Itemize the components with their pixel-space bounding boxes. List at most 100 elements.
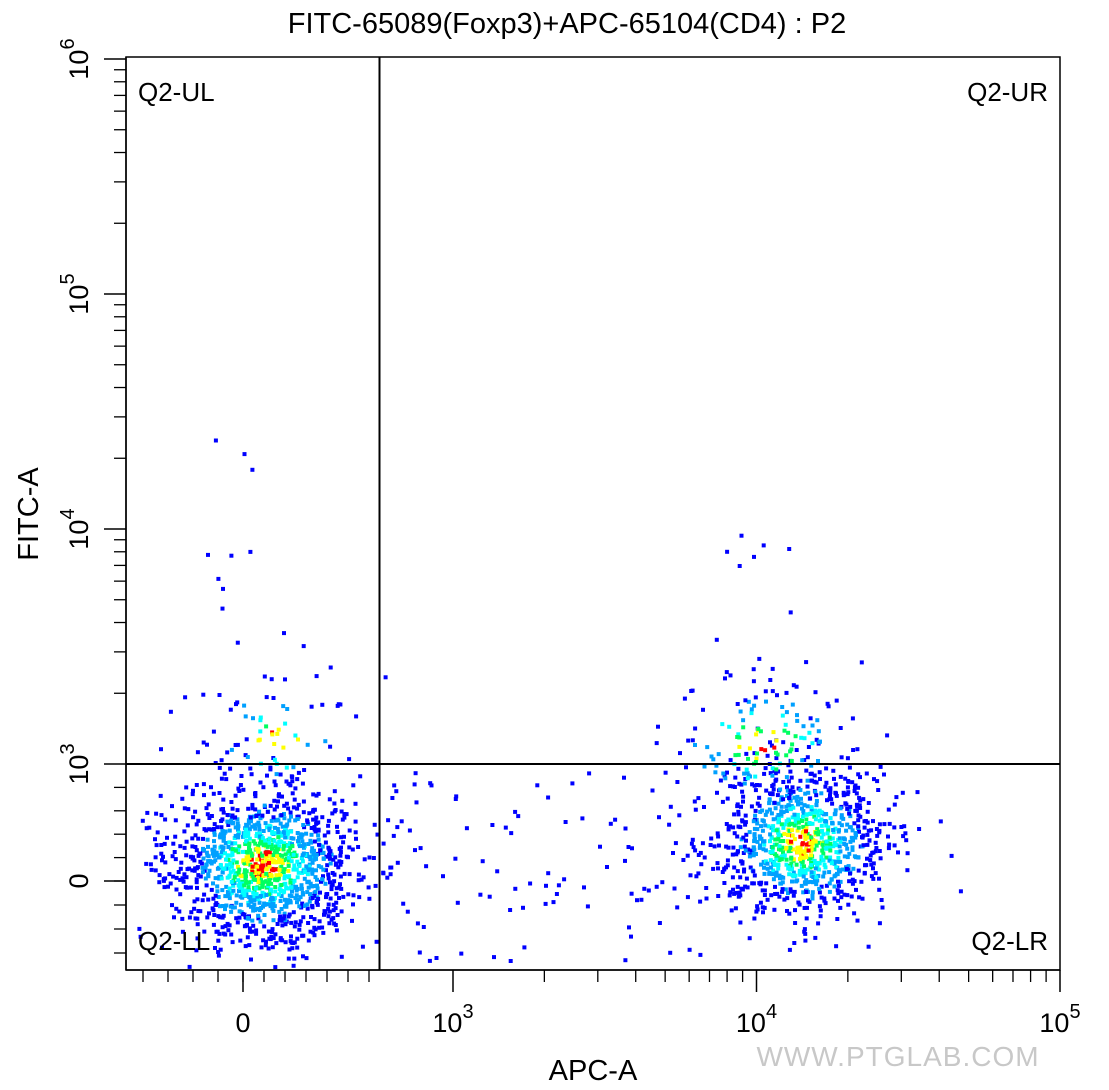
event-point xyxy=(279,864,284,869)
event-point xyxy=(775,891,780,896)
event-point xyxy=(854,833,858,838)
event-point xyxy=(801,890,806,895)
event-point xyxy=(247,926,252,931)
event-point xyxy=(587,771,592,776)
event-point xyxy=(821,851,826,856)
event-point xyxy=(180,796,185,801)
event-point xyxy=(630,846,634,851)
event-point xyxy=(354,714,359,719)
event-point xyxy=(356,878,361,883)
event-point xyxy=(258,873,263,878)
event-point xyxy=(735,884,740,889)
event-point xyxy=(832,896,837,901)
event-point xyxy=(834,842,839,847)
event-point xyxy=(229,879,234,884)
event-point xyxy=(737,564,742,568)
event-point xyxy=(878,856,883,861)
event-point xyxy=(256,843,261,848)
event-point xyxy=(255,875,260,880)
event-point xyxy=(248,929,253,934)
event-point xyxy=(731,887,735,892)
event-point xyxy=(342,871,347,876)
event-point xyxy=(312,839,317,844)
event-point xyxy=(212,822,217,827)
event-point xyxy=(314,674,319,679)
event-point xyxy=(832,776,836,781)
event-point xyxy=(428,781,433,786)
event-point xyxy=(338,850,343,854)
event-point xyxy=(738,845,743,850)
event-point xyxy=(243,915,248,920)
event-point xyxy=(786,779,791,784)
event-point xyxy=(205,853,210,858)
event-point xyxy=(245,850,250,855)
event-point xyxy=(725,796,730,801)
event-point xyxy=(274,873,279,878)
event-point xyxy=(190,836,195,841)
event-point xyxy=(771,730,776,735)
event-point xyxy=(269,677,274,682)
event-point xyxy=(744,832,749,837)
event-point xyxy=(308,855,313,860)
event-point xyxy=(299,883,304,888)
event-point xyxy=(814,799,819,803)
event-point xyxy=(273,932,278,937)
event-point xyxy=(815,827,820,832)
event-point xyxy=(808,771,813,776)
event-point xyxy=(769,835,774,840)
event-point xyxy=(170,804,174,809)
event-point xyxy=(230,852,235,857)
event-point xyxy=(284,901,289,906)
event-point xyxy=(211,881,215,886)
event-point xyxy=(847,765,852,770)
event-point xyxy=(735,869,740,874)
event-point xyxy=(811,871,816,875)
event-point xyxy=(801,812,806,817)
event-point xyxy=(823,819,828,823)
event-point xyxy=(366,885,371,890)
event-point xyxy=(726,845,731,850)
event-point xyxy=(847,811,852,816)
event-point xyxy=(838,859,843,864)
event-point xyxy=(236,878,241,883)
event-point xyxy=(233,833,238,838)
event-point xyxy=(480,859,485,864)
event-point xyxy=(264,850,269,855)
event-point xyxy=(282,914,287,919)
event-point xyxy=(771,787,776,792)
event-point xyxy=(235,808,240,813)
event-point xyxy=(159,813,164,818)
event-point xyxy=(864,771,869,776)
event-point xyxy=(254,892,259,897)
event-point xyxy=(270,860,275,865)
event-point xyxy=(693,807,698,812)
event-point xyxy=(137,926,142,931)
event-point xyxy=(333,855,338,860)
event-point xyxy=(725,549,730,554)
event-point xyxy=(563,820,568,824)
event-point xyxy=(742,771,747,776)
event-point xyxy=(762,888,767,893)
event-point xyxy=(865,832,870,837)
event-point xyxy=(262,901,267,906)
event-point xyxy=(360,944,365,949)
event-point xyxy=(787,821,792,826)
event-point xyxy=(528,881,533,886)
event-point xyxy=(295,900,299,905)
event-point xyxy=(327,797,332,802)
event-point xyxy=(752,703,757,708)
event-point xyxy=(291,805,296,810)
y-tick-label: 105 xyxy=(57,273,94,314)
event-point xyxy=(286,858,291,863)
event-point xyxy=(268,765,273,770)
event-point xyxy=(295,817,300,821)
event-point xyxy=(788,769,793,774)
event-point xyxy=(795,846,800,851)
event-point xyxy=(375,832,380,837)
event-point xyxy=(140,818,145,823)
event-point xyxy=(288,846,293,851)
event-point xyxy=(759,836,764,841)
event-point xyxy=(265,902,270,907)
event-point xyxy=(808,856,813,861)
event-point xyxy=(826,828,831,833)
